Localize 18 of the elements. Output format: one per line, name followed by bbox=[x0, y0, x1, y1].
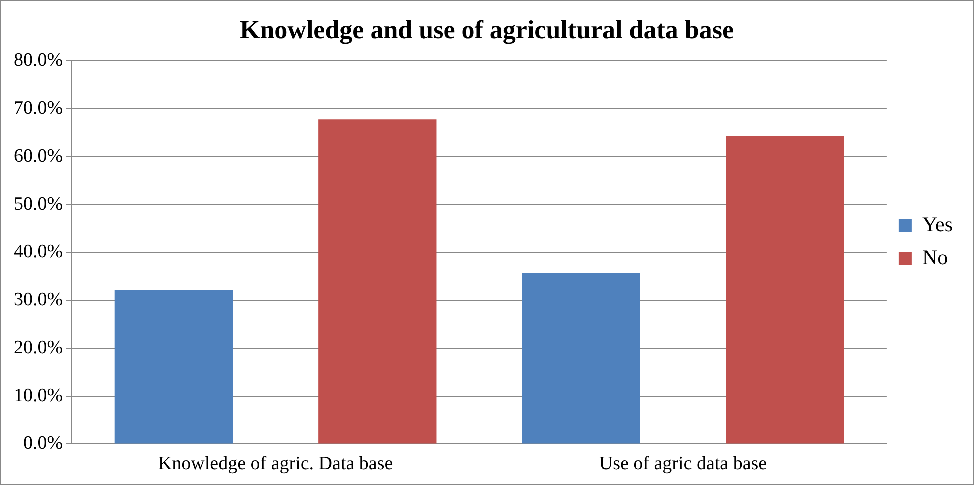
bar bbox=[114, 290, 234, 444]
y-tick-label: 10.0% bbox=[14, 385, 64, 406]
bar bbox=[726, 136, 844, 444]
x-tick-label: Use of agric data base bbox=[599, 454, 768, 475]
legend-label: Yes bbox=[922, 212, 954, 237]
legend-label: No bbox=[922, 246, 948, 270]
y-tick-label: 60.0% bbox=[14, 146, 64, 167]
bar bbox=[522, 273, 640, 444]
y-tick-label: 80.0% bbox=[14, 50, 64, 72]
bar bbox=[318, 120, 437, 444]
chart-title: Knowledge and use of agricultural data base bbox=[240, 15, 734, 44]
y-tick-label: 20.0% bbox=[14, 337, 64, 358]
y-tick-label: 70.0% bbox=[14, 98, 64, 120]
y-tick-label: 50.0% bbox=[14, 194, 64, 215]
y-tick-label: 40.0% bbox=[14, 242, 64, 263]
y-tick-label: 0.0% bbox=[24, 433, 64, 454]
y-tick-label: 30.0% bbox=[14, 290, 64, 311]
x-tick-label: Knowledge of agric. Data base bbox=[158, 454, 394, 475]
